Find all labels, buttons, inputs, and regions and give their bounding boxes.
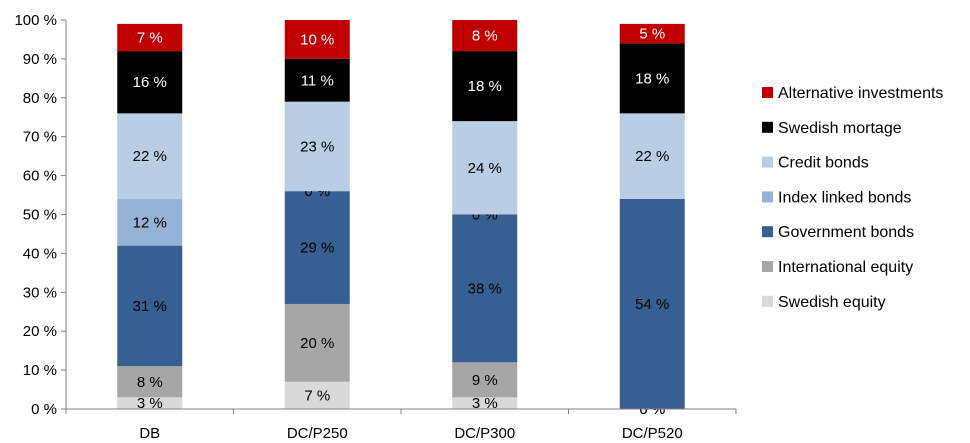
legend-swatch [762, 191, 773, 203]
y-tick-label: 30 % [23, 284, 57, 301]
data-label: 5 % [639, 26, 665, 43]
bar-segment [284, 101, 350, 192]
bar-segment [284, 20, 350, 59]
legend-label: Swedish mortage [778, 120, 902, 137]
bar-segment [117, 23, 183, 52]
y-tick-label: 70 % [23, 129, 57, 146]
bars: 3 %8 %31 %12 %22 %16 %7 %7 %20 %29 %0 %2… [117, 20, 685, 418]
x-axis: DB DC/P250 DC/P300 DC/P520 [65, 408, 737, 442]
legend-label: International equity [778, 259, 913, 276]
bar-segment [117, 366, 183, 398]
bar-segment [452, 214, 518, 363]
data-label: 12 % [133, 214, 167, 231]
y-tick-label: 10 % [23, 362, 57, 379]
bar-segment [284, 191, 350, 304]
bar-segment [117, 51, 183, 114]
data-label: 10 % [300, 31, 334, 48]
data-label: 8 % [472, 28, 498, 45]
legend-label: Credit bonds [778, 155, 869, 172]
bar-segment [619, 23, 685, 44]
y-tick-label: 20 % [23, 323, 57, 340]
bar-segment [452, 362, 518, 398]
bar-segment [619, 113, 685, 199]
data-label: 7 % [137, 30, 163, 47]
legend-swatch [762, 295, 773, 307]
data-label: 54 % [635, 296, 669, 313]
legend: Alternative investments Swedish mortage Cr… [762, 85, 943, 311]
data-label: 38 % [468, 280, 502, 297]
bar-segment [452, 121, 518, 215]
y-tick-label: 50 % [23, 207, 57, 224]
bar-segment [619, 198, 685, 409]
y-tick-label: 100 % [14, 12, 57, 29]
bar-segment [452, 397, 518, 409]
legend-label: Alternative investments [778, 85, 943, 102]
bar-segment [117, 245, 183, 367]
y-tick-label: 0 % [31, 401, 57, 418]
bar-segment [452, 51, 518, 122]
y-tick-label: 60 % [23, 168, 57, 185]
data-label: 3 % [472, 395, 498, 412]
x-tick-label: DB [139, 425, 160, 442]
bar-segment [284, 381, 350, 409]
data-label: 11 % [301, 72, 334, 89]
data-label: 23 % [300, 138, 334, 155]
legend-swatch [762, 261, 773, 272]
x-tick-label: DC/P300 [454, 425, 515, 442]
bar-segment [117, 113, 183, 199]
legend-swatch [762, 156, 773, 168]
data-label: 20 % [300, 335, 334, 352]
data-label: 22 % [635, 148, 669, 165]
data-label: 29 % [300, 240, 334, 257]
legend-swatch [762, 121, 773, 133]
bar-segment [117, 198, 183, 246]
data-label: 18 % [468, 78, 502, 95]
legend-label: Government bonds [778, 224, 914, 241]
data-label: 16 % [133, 74, 167, 91]
bar-segment [452, 20, 518, 52]
data-label: 7 % [304, 387, 330, 404]
x-tick-label: DC/P250 [287, 425, 348, 442]
bar-segment [619, 43, 685, 114]
y-axis: 0 % 10 % 20 % 30 % 40 % 50 % 60 % 70 % 80 % 90 % 1… [14, 12, 67, 418]
legend-label: Index linked bonds [778, 189, 911, 206]
legend-label: Swedish equity [778, 294, 886, 311]
y-tick-label: 80 % [23, 90, 57, 107]
bar-segment [284, 303, 350, 382]
y-tick-label: 40 % [23, 245, 57, 262]
bar-segment [117, 397, 183, 409]
data-label: 3 % [137, 395, 163, 412]
legend-swatch [762, 87, 773, 98]
data-label: 31 % [133, 298, 167, 315]
x-tick-label: DC/P520 [622, 425, 683, 442]
data-label: 24 % [468, 160, 502, 177]
legend-swatch [762, 226, 773, 238]
data-label: 18 % [635, 70, 669, 87]
data-label: 8 % [137, 374, 163, 391]
data-label: 9 % [472, 372, 498, 389]
bar-segment [284, 58, 350, 102]
data-label: 22 % [133, 148, 167, 165]
y-tick-label: 90 % [23, 51, 57, 68]
